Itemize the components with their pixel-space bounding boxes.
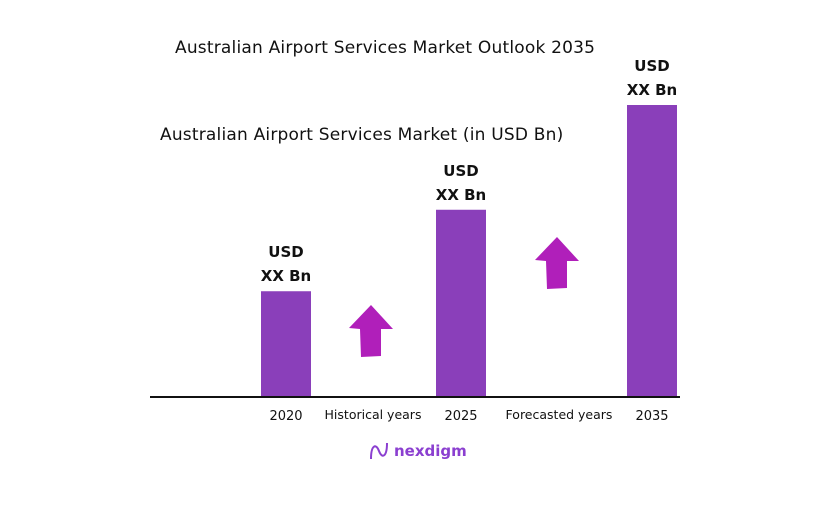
data-label-line2: XX Bn bbox=[261, 267, 311, 285]
bar-2035 bbox=[627, 105, 677, 396]
x-tick-label: 2020 bbox=[269, 409, 302, 424]
period-label: Forecasted years bbox=[506, 407, 613, 422]
data-label-line1: USD bbox=[268, 243, 303, 261]
x-tick-label: 2035 bbox=[635, 409, 668, 424]
nexdigm-logo: nexdigm bbox=[368, 440, 467, 462]
data-label-line1: USD bbox=[443, 162, 478, 180]
data-label-line2: XX Bn bbox=[627, 81, 677, 99]
logo-text: nexdigm bbox=[394, 442, 467, 460]
period-label: Historical years bbox=[325, 407, 422, 422]
nexdigm-logo-icon bbox=[370, 442, 388, 460]
chart-title: Australian Airport Services Market Outlo… bbox=[175, 38, 596, 58]
chart-subtitle: Australian Airport Services Market (in U… bbox=[160, 125, 564, 145]
bar-2025 bbox=[436, 209, 486, 396]
bar-2020 bbox=[261, 291, 311, 396]
data-label-line2: XX Bn bbox=[436, 186, 486, 204]
x-tick-label: 2025 bbox=[444, 409, 477, 424]
data-label-line1: USD bbox=[634, 57, 669, 75]
growth-arrow-icon-forecast bbox=[535, 237, 579, 289]
growth-arrow-icon-historical bbox=[349, 305, 393, 357]
